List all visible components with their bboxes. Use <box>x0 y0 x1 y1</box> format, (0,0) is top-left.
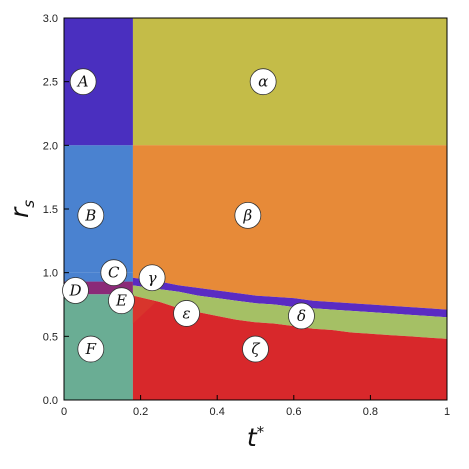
region-label: γ <box>138 264 166 292</box>
x-tick-label: 0.8 <box>363 406 378 418</box>
region-label-circle <box>173 300 200 327</box>
region-label: A <box>69 68 97 96</box>
x-tick-label: 0.2 <box>133 406 148 418</box>
y-tick-label: 1.0 <box>43 268 58 280</box>
region-label-circle <box>108 287 135 315</box>
region-label-text: α <box>258 73 268 91</box>
region-label-text: ε <box>183 304 191 322</box>
x-axis-title: t* <box>247 423 265 452</box>
region-label-text: ζ <box>251 340 260 358</box>
y-tick-label: 0.0 <box>43 395 58 407</box>
regions-layer <box>64 18 447 400</box>
y-tick-label: 2.0 <box>43 140 58 152</box>
y-tick-label: 1.5 <box>43 204 58 216</box>
region-E <box>132 295 156 324</box>
y-axis-title: rs <box>5 200 38 218</box>
region-alpha <box>132 18 447 146</box>
region-C <box>64 272 133 282</box>
region-label: β <box>234 201 262 229</box>
x-tick-label: 1 <box>444 406 450 418</box>
region-gamma-delta-band <box>132 277 447 318</box>
region-label-circle <box>138 264 166 292</box>
x-tick-label: 0 <box>61 406 67 418</box>
region-label-circle <box>234 201 262 229</box>
region-label: ε <box>173 300 200 327</box>
region-label: C <box>100 259 128 287</box>
region-label-circle <box>77 201 105 229</box>
x-tick-label: 0.4 <box>210 406 225 418</box>
region-label-text: γ <box>148 269 157 287</box>
region-label-circle <box>100 259 128 287</box>
region-label-circle <box>249 68 277 96</box>
y-tick-label: 3.0 <box>43 13 58 25</box>
region-label-circle <box>77 335 105 363</box>
region-label: δ <box>288 302 315 330</box>
region-label: F <box>77 335 105 363</box>
region-label-circle <box>288 302 315 330</box>
region-label-circle <box>69 68 97 96</box>
region-label-text: F <box>85 340 97 358</box>
region-beta <box>132 145 447 310</box>
region-label-text: E <box>115 292 127 310</box>
region-label-circle <box>242 335 269 363</box>
region-label-circle <box>62 277 89 304</box>
region-label-text: D <box>68 281 81 299</box>
region-label: D <box>62 277 89 304</box>
region-label: α <box>249 68 277 96</box>
region-label-text: B <box>84 206 96 224</box>
y-tick-label: 2.5 <box>43 77 58 89</box>
y-tick-label: 0.5 <box>43 331 58 343</box>
region-label: B <box>77 201 105 229</box>
axes-layer: 0 0.2 0.4 0.6 0.8 1 0.0 0.5 1.0 1.5 2.0 2.5 3.0 <box>43 13 450 418</box>
region-label-text: β <box>243 206 253 224</box>
region-zeta <box>132 295 447 400</box>
region-label-text: δ <box>297 307 306 325</box>
region-label-text: C <box>108 264 120 282</box>
region-label: E <box>108 287 135 315</box>
region-label: ζ <box>242 335 269 363</box>
x-tick-label: 0.6 <box>286 406 301 418</box>
region-label-text: A <box>76 73 89 91</box>
